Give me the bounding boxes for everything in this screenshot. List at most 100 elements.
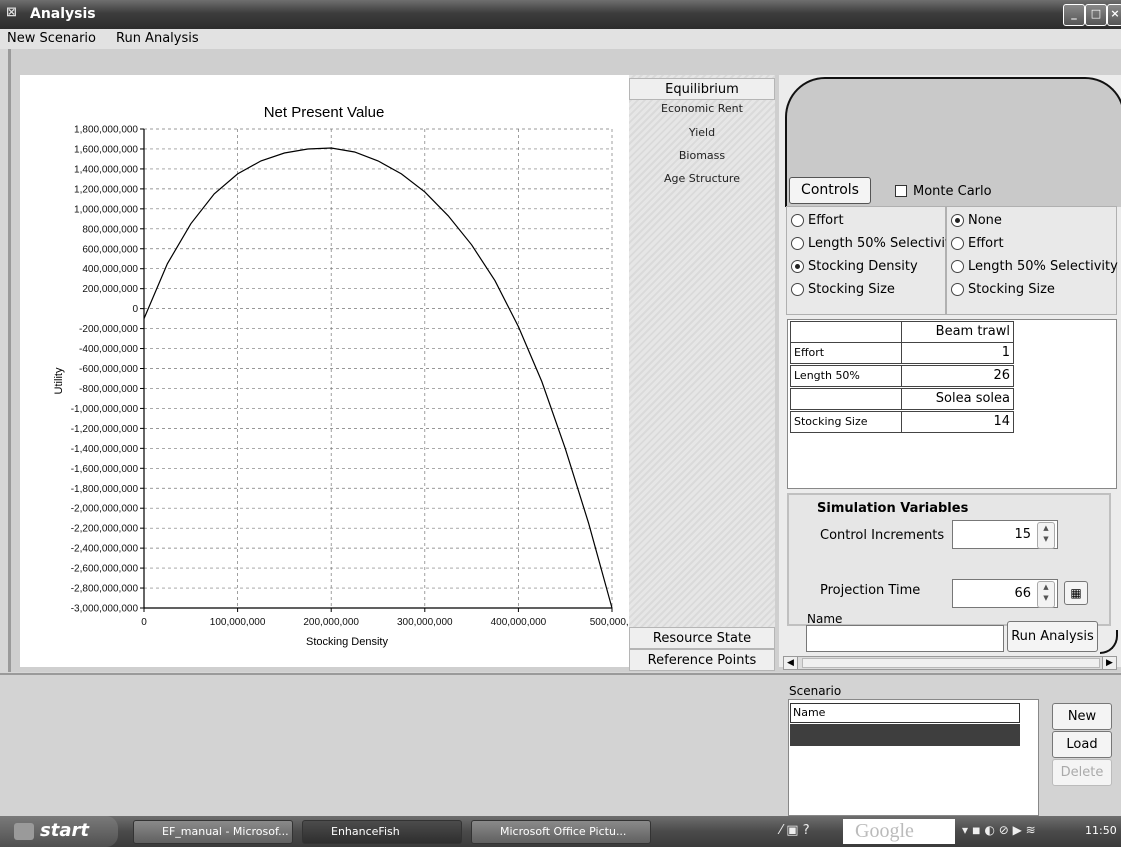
y-tick-label: -200,000,000 [79, 324, 138, 335]
scenario-list: Name [788, 699, 1039, 816]
projection-time-label: Projection Time [820, 583, 921, 598]
y-tick-label: 1,400,000,000 [74, 164, 138, 175]
radio-circle[interactable] [791, 214, 804, 227]
table-cell-empty [790, 321, 902, 343]
minimize-button[interactable]: _ [1063, 4, 1085, 26]
y-tick-label: 1,800,000,000 [74, 125, 138, 136]
y-tick-label: 1,600,000,000 [74, 144, 138, 155]
table-cell-value[interactable]: 14 [901, 411, 1014, 433]
chart-series [143, 147, 613, 609]
scenario-row-selected[interactable] [790, 724, 1020, 746]
view-item-biomass[interactable]: Biomass [678, 149, 726, 162]
radio-circle[interactable] [951, 237, 964, 250]
view-selector-panel: Equilibrium Economic Rent Yield Biomass … [629, 75, 775, 671]
scenario-name-input[interactable] [806, 625, 1004, 652]
y-tick-label: -600,000,000 [79, 364, 138, 375]
tab-resource-state[interactable]: Resource State [629, 627, 775, 649]
y-tick-label: 400,000,000 [82, 264, 138, 275]
radio-stocking-density[interactable]: Stocking Density [791, 259, 918, 274]
horizontal-scrollbar[interactable]: ◀ ▶ [783, 656, 1117, 670]
google-search-box[interactable]: Google [843, 819, 955, 844]
view-item-economic-rent[interactable]: Economic Rent [661, 102, 743, 115]
x-tick-label: 300,000,000 [397, 617, 453, 628]
radio-mc-effort[interactable]: Effort [951, 236, 1004, 251]
npv-series-line [143, 147, 613, 609]
name-label: Name [807, 612, 843, 626]
scroll-left-icon[interactable]: ◀ [784, 657, 798, 669]
radio-stocking-size[interactable]: Stocking Size [791, 282, 895, 297]
table-cell-empty [790, 388, 902, 410]
radio-circle[interactable] [951, 260, 964, 273]
y-tick-label: -1,600,000,000 [71, 464, 139, 475]
monte-carlo-label: Monte Carlo [913, 184, 992, 199]
menu-bar: New Scenario Run Analysis [0, 29, 1121, 49]
radio-mc-length-selectivity[interactable]: Length 50% Selectivity [951, 259, 1118, 274]
calendar-icon[interactable]: ▦ [1064, 581, 1088, 605]
table-row-label: Length 50% Selec... [790, 365, 902, 402]
y-tick-label: -1,000,000,000 [71, 404, 139, 415]
controls-button[interactable]: Controls [789, 177, 871, 204]
simulation-variables-group: Simulation Variables Control Increments … [787, 493, 1111, 626]
tray-icons[interactable]: ▾ ◾ ◐ ⊘ ▶ ≋ [962, 823, 1036, 837]
y-tick-label: -1,200,000,000 [71, 424, 139, 435]
delete-scenario-button[interactable]: Delete [1052, 759, 1112, 786]
monte-carlo-checkbox[interactable] [895, 185, 907, 197]
view-item-age-structure[interactable]: Age Structure [664, 172, 740, 185]
monte-carlo-variable-group: None Effort Length 50% Selectivity Stock… [946, 206, 1118, 315]
tab-equilibrium[interactable]: Equilibrium [629, 78, 775, 100]
radio-circle-selected[interactable] [791, 260, 804, 273]
y-tick-label: 1,200,000,000 [74, 184, 138, 195]
window-titlebar: ⊠ Analysis _ □ × [0, 0, 1121, 29]
radio-length-selectivity[interactable]: Length 50% Selectivit [791, 236, 950, 251]
spinner-arrows-icon[interactable]: ▲ ▼ [1037, 581, 1055, 608]
tab-reference-points[interactable]: Reference Points [629, 649, 775, 671]
radio-circle[interactable] [791, 237, 804, 250]
table-cell-value[interactable]: 26 [901, 365, 1014, 387]
control-increments-spinner[interactable]: 15 ▲ ▼ [952, 520, 1058, 549]
scrollbar-thumb[interactable] [802, 658, 1100, 668]
y-tick-label: -1,400,000,000 [71, 444, 139, 455]
task-ef-manual[interactable]: EF_manual - Microsof... [133, 820, 293, 844]
close-button[interactable]: × [1107, 4, 1121, 26]
y-tick-label: 1,000,000,000 [74, 204, 138, 215]
table-row-label: Effort [790, 342, 902, 364]
radio-mc-stocking-size[interactable]: Stocking Size [951, 282, 1055, 297]
table-header-solea-solea: Solea solea [901, 388, 1014, 410]
y-tick-label: -3,000,000,000 [71, 604, 139, 615]
menu-run-analysis[interactable]: Run Analysis [116, 31, 199, 46]
y-tick-label: 600,000,000 [82, 244, 138, 255]
taskbar: start EF_manual - Microsof... EnhanceFis… [0, 816, 1121, 847]
radio-circle[interactable] [951, 283, 964, 296]
run-analysis-button[interactable]: Run Analysis [1007, 621, 1098, 652]
taskbar-clock: 11:50 [1085, 824, 1117, 837]
x-tick-label: 0 [141, 617, 147, 628]
start-button[interactable]: start [0, 816, 118, 847]
task-enhancefish[interactable]: EnhanceFish [302, 820, 462, 844]
radio-none[interactable]: None [951, 213, 1002, 228]
y-axis-ticks: 1,800,000,000 1,600,000,000 1,400,000,000 1… [71, 125, 144, 615]
menu-new-scenario[interactable]: New Scenario [7, 31, 97, 46]
new-scenario-button[interactable]: New [1052, 703, 1112, 730]
y-tick-label: -800,000,000 [79, 384, 138, 395]
radio-effort[interactable]: Effort [791, 213, 844, 228]
table-row-label: Stocking Size [790, 411, 902, 433]
view-item-yield[interactable]: Yield [688, 126, 716, 139]
y-tick-label: 0 [132, 304, 138, 315]
y-tick-label: -2,800,000,000 [71, 584, 139, 595]
control-variable-group: Effort Length 50% Selectivit Stocking De… [786, 206, 950, 315]
maximize-button[interactable]: □ [1085, 4, 1107, 26]
spinner-arrows-icon[interactable]: ▲ ▼ [1037, 522, 1055, 549]
radio-circle-selected[interactable] [951, 214, 964, 227]
load-scenario-button[interactable]: Load [1052, 731, 1112, 758]
y-tick-label: -2,000,000,000 [71, 504, 139, 515]
y-tick-label: -2,400,000,000 [71, 544, 139, 555]
radio-circle[interactable] [791, 283, 804, 296]
window-title: Analysis [30, 6, 96, 22]
x-axis-ticks: 0 100,000,000 200,000,000 300,000,000 400,00… [141, 608, 635, 628]
scroll-right-icon[interactable]: ▶ [1102, 657, 1116, 669]
quicklaunch-icons[interactable]: ⁄ ▣ ? [780, 823, 810, 838]
table-cell-value[interactable]: 1 [901, 342, 1014, 364]
task-office-picture[interactable]: Microsoft Office Pictu... [471, 820, 651, 844]
projection-time-spinner[interactable]: 66 ▲ ▼ [952, 579, 1058, 608]
control-increments-label: Control Increments [820, 528, 945, 543]
